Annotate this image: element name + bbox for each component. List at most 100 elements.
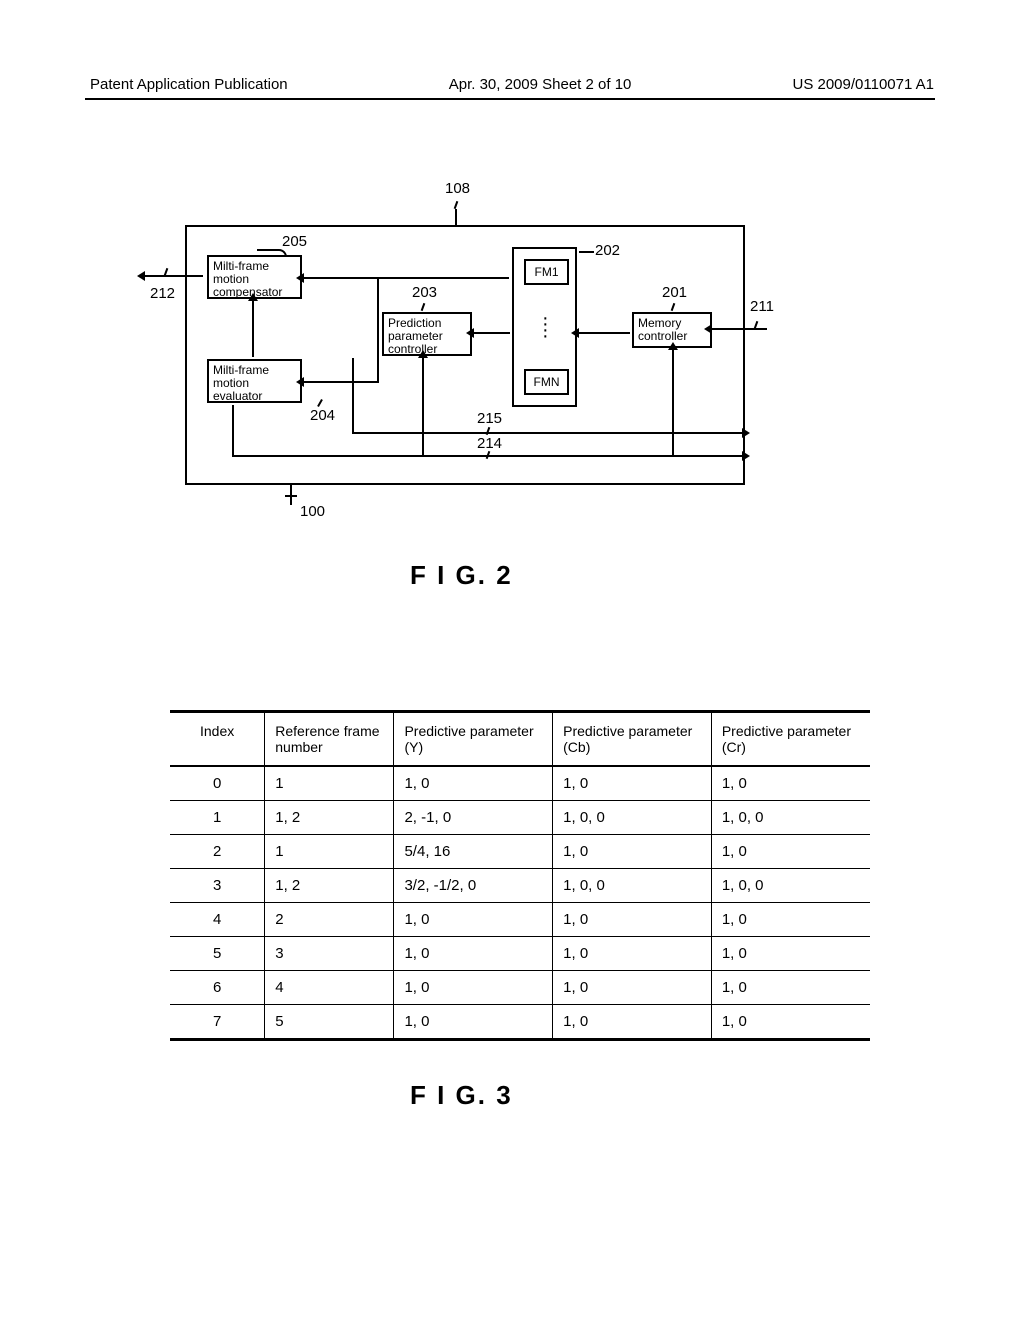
predictor-text: Prediction parameter controller	[388, 316, 443, 356]
label-201: 201	[662, 284, 687, 301]
table-cell: 1, 0, 0	[553, 801, 712, 835]
table-row: 31, 23/2, -1/2, 01, 0, 01, 0, 0	[170, 869, 870, 903]
page-header: Patent Application Publication Apr. 30, …	[0, 76, 1024, 93]
table-cell: 3/2, -1/2, 0	[394, 869, 553, 903]
table-cell: 6	[170, 971, 265, 1005]
table-cell: 1, 0	[553, 1005, 712, 1040]
table-cell: 1, 0	[394, 971, 553, 1005]
table-cell: 1, 0	[711, 971, 870, 1005]
label-214: 214	[477, 435, 502, 452]
table-header-row: Index Reference frame number Predictive …	[170, 712, 870, 767]
table-cell: 1, 0, 0	[553, 869, 712, 903]
table-cell: 1, 0	[711, 766, 870, 801]
wire-eval-down	[232, 405, 234, 455]
label-202: 202	[595, 242, 620, 259]
wire-211	[712, 328, 767, 330]
col-index: Index	[170, 712, 265, 767]
fig3-caption: F I G. 3	[410, 1080, 513, 1111]
header-rule	[85, 98, 935, 100]
col-refframe-text: Reference frame number	[275, 723, 379, 755]
lead-202	[579, 251, 594, 253]
wire-to-eval	[304, 381, 379, 383]
header-mid: Apr. 30, 2009 Sheet 2 of 10	[449, 76, 632, 93]
table-row: 11, 22, -1, 01, 0, 01, 0, 0	[170, 801, 870, 835]
tick-204	[317, 399, 323, 407]
col-cb: Predictive parameter (Cb)	[553, 712, 712, 767]
outer-box: 205 Milti-frame motion compensator Milti…	[185, 225, 745, 485]
table-cell: 1, 0, 0	[711, 869, 870, 903]
table-cell: 1, 2	[265, 869, 394, 903]
table-cell: 1, 0	[553, 971, 712, 1005]
table-cell: 1, 2	[265, 801, 394, 835]
table-cell: 1, 0	[394, 766, 553, 801]
table-cell: 2	[265, 903, 394, 937]
col-y: Predictive parameter (Y)	[394, 712, 553, 767]
table-row: 011, 01, 01, 0	[170, 766, 870, 801]
col-cr-text: Predictive parameter (Cr)	[722, 723, 851, 755]
table-cell: 4	[265, 971, 394, 1005]
wire-bus-to-mem	[672, 350, 674, 455]
table-cell: 1, 0	[553, 766, 712, 801]
table-cell: 1, 0	[553, 903, 712, 937]
wire-fm-to-pred	[474, 332, 510, 334]
table-cell: 1	[265, 766, 394, 801]
table-cell: 0	[170, 766, 265, 801]
label-205: 205	[282, 233, 307, 250]
label-108: 108	[445, 180, 470, 197]
table-cell: 1, 0	[711, 937, 870, 971]
tick-201	[671, 303, 676, 311]
table-cell: 1, 0	[553, 835, 712, 869]
label-100: 100	[300, 503, 325, 520]
col-y-text: Predictive parameter (Y)	[404, 723, 533, 755]
label-203: 203	[412, 284, 437, 301]
table-cell: 1, 0	[394, 1005, 553, 1040]
table-cell: 1	[265, 835, 394, 869]
header-left: Patent Application Publication	[90, 76, 288, 93]
label-204: 204	[310, 407, 335, 424]
table-cell: 1, 0, 0	[711, 801, 870, 835]
table-cell: 1, 0	[711, 835, 870, 869]
table-cell: 1, 0	[394, 903, 553, 937]
lead-108	[455, 209, 457, 225]
memctrl-text: Memory controller	[638, 316, 687, 343]
table-cell: 4	[170, 903, 265, 937]
table-cell: 1	[170, 801, 265, 835]
box-fmn: FMN	[524, 369, 569, 395]
label-211: 211	[750, 298, 774, 315]
wire-212	[145, 275, 203, 277]
table-cell: 5/4, 16	[394, 835, 553, 869]
col-cr: Predictive parameter (Cr)	[711, 712, 870, 767]
wire-memctrl-to-fm	[579, 332, 630, 334]
table-row: 751, 01, 01, 0	[170, 1005, 870, 1040]
table-cell: 3	[265, 937, 394, 971]
table-body: 011, 01, 01, 011, 22, -1, 01, 0, 01, 0, …	[170, 766, 870, 1040]
evaluator-text: Milti-frame motion evaluator	[213, 363, 269, 403]
fm-dots: ····	[542, 315, 549, 339]
table-cell: 1, 0	[711, 1005, 870, 1040]
table-cell: 7	[170, 1005, 265, 1040]
label-215: 215	[477, 410, 502, 427]
fig2-caption: F I G. 2	[410, 560, 513, 591]
wire-fm-to-comp	[304, 277, 509, 279]
box-evaluator: Milti-frame motion evaluator	[207, 359, 302, 403]
table-row: 531, 01, 01, 0	[170, 937, 870, 971]
table-cell: 2	[170, 835, 265, 869]
table-row: 215/4, 161, 01, 0	[170, 835, 870, 869]
table-cell: 3	[170, 869, 265, 903]
table-cell: 5	[170, 937, 265, 971]
wire-bus-to-pred	[422, 358, 424, 455]
box-fm1: FM1	[524, 259, 569, 285]
wire-eval-to-comp	[252, 301, 254, 357]
tick-203	[421, 303, 426, 311]
figure-2: 108 205 Milti-frame motion compensator M…	[155, 185, 865, 535]
table-row: 421, 01, 01, 0	[170, 903, 870, 937]
col-refframe: Reference frame number	[265, 712, 394, 767]
col-cb-text: Predictive parameter (Cb)	[563, 723, 692, 755]
table-cell: 1, 0	[394, 937, 553, 971]
table-cell: 2, -1, 0	[394, 801, 553, 835]
figure-3: Index Reference frame number Predictive …	[170, 710, 870, 1041]
label-212: 212	[150, 285, 175, 302]
table-cell: 1, 0	[711, 903, 870, 937]
table-cell: 1, 0	[553, 937, 712, 971]
header-right: US 2009/0110071 A1	[792, 76, 934, 93]
